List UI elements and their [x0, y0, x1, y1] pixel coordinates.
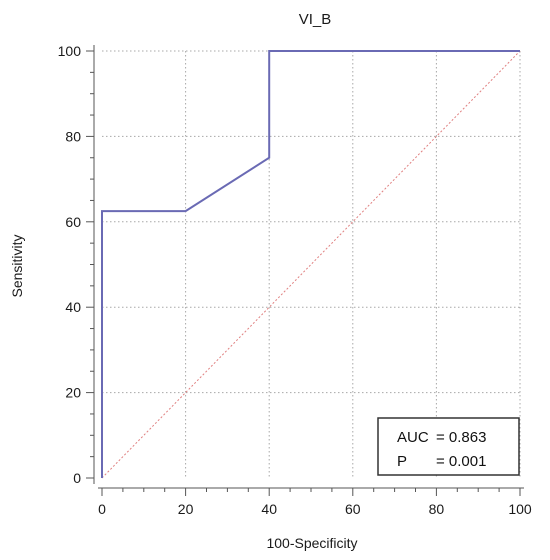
stats-box-frame — [377, 417, 520, 476]
reference-diagonal-line — [101, 50, 521, 479]
x-tick-label: 20 — [178, 501, 194, 517]
x-tick-labels: 0 20 40 60 80 100 — [98, 501, 532, 517]
y-axis-title: Sensitivity — [9, 234, 25, 297]
y-tick-label: 80 — [65, 128, 81, 144]
y-tick-label: 40 — [65, 299, 81, 315]
roc-curve-layer — [101, 50, 520, 478]
y-tick-label: 20 — [65, 385, 81, 401]
stats-box: AUC = 0.863 P = 0.001 — [377, 417, 520, 476]
minor-ticks — [86, 50, 521, 496]
y-tick-label: 60 — [65, 214, 81, 230]
y-tick-label: 100 — [58, 43, 82, 59]
roc-curve-line — [101, 50, 520, 478]
p-value: = 0.001 — [436, 453, 486, 470]
p-label: P — [397, 453, 407, 470]
x-tick-label: 80 — [429, 501, 445, 517]
auc-label: AUC — [397, 429, 429, 446]
x-axis-title: 100-Specificity — [266, 535, 357, 551]
axes — [93, 45, 524, 489]
chart-title: VI_B — [299, 11, 332, 28]
auc-value: = 0.863 — [436, 429, 486, 446]
x-tick-label: 60 — [345, 501, 361, 517]
y-tick-label: 0 — [73, 470, 81, 486]
x-tick-label: 100 — [508, 501, 532, 517]
reference-line-layer — [101, 50, 521, 479]
y-tick-labels: 0 20 40 60 80 100 — [58, 43, 82, 486]
x-tick-label: 0 — [98, 501, 106, 517]
x-tick-label: 40 — [261, 501, 277, 517]
